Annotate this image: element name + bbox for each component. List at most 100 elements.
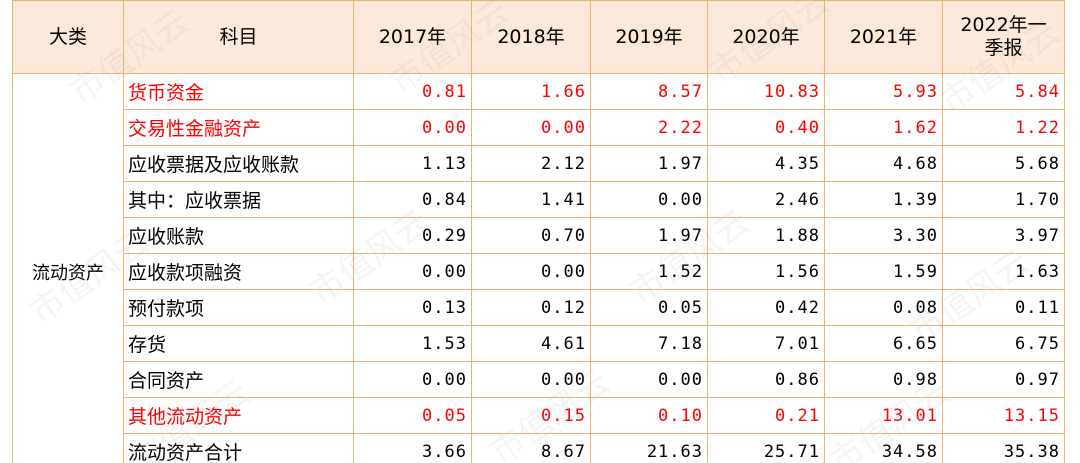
value-cell: 3.97: [942, 217, 1065, 254]
value-cell: 5.93: [824, 73, 943, 110]
value-cell: 1.97: [590, 217, 708, 254]
row-subject: 其中：应收票据: [123, 181, 354, 218]
value-cell: 0.86: [707, 361, 825, 398]
value-cell: 4.61: [471, 325, 591, 362]
value-cell: 1.52: [590, 253, 708, 290]
value-cell: 0.10: [590, 397, 708, 434]
value-cell: 2.22: [590, 109, 708, 146]
value-cell: 1.88: [707, 217, 825, 254]
header-year-2022q1: 2022年一季报: [942, 0, 1065, 74]
header-year-2020: 2020年: [707, 0, 825, 74]
value-cell: 0.81: [353, 73, 472, 110]
value-cell: 0.00: [353, 253, 472, 290]
value-cell: 0.00: [471, 361, 591, 398]
value-cell: 3.66: [353, 433, 472, 463]
header-category: 大类: [12, 0, 124, 74]
table-row: 存货 1.53 4.61 7.18 7.01 6.65 6.75: [13, 325, 1065, 362]
value-cell: 2.46: [707, 181, 825, 218]
value-cell: 5.84: [942, 73, 1065, 110]
value-cell: 13.01: [824, 397, 943, 434]
value-cell: 0.15: [471, 397, 591, 434]
value-cell: 10.83: [707, 73, 825, 110]
table-row: 流动资产 货币资金 0.81 1.66 8.57 10.83 5.93 5.84: [12, 73, 1065, 463]
value-cell: 0.98: [824, 361, 943, 398]
value-cell: 6.75: [942, 325, 1065, 362]
value-cell: 34.58: [824, 433, 943, 463]
value-cell: 1.53: [353, 325, 472, 362]
row-subject: 预付款项: [123, 289, 354, 326]
value-cell: 1.22: [942, 109, 1065, 146]
table-row: 应收账款 0.29 0.70 1.97 1.88 3.30 3.97: [13, 217, 1065, 254]
value-cell: 0.12: [471, 289, 591, 326]
value-cell: 1.62: [824, 109, 943, 146]
value-cell: 4.68: [824, 145, 943, 182]
header-year-2017: 2017年: [353, 0, 472, 74]
value-cell: 0.13: [353, 289, 472, 326]
table-row: 流动资产合计 3.66 8.67 21.63 25.71 34.58 35.38: [13, 433, 1065, 463]
value-cell: 0.00: [590, 361, 708, 398]
value-cell: 0.29: [353, 217, 472, 254]
header-subject: 科目: [123, 0, 354, 74]
value-cell: 1.70: [942, 181, 1065, 218]
row-subject: 合同资产: [123, 361, 354, 398]
value-cell: 1.56: [707, 253, 825, 290]
value-cell: 5.68: [942, 145, 1065, 182]
value-cell: 1.39: [824, 181, 943, 218]
table-row: 交易性金融资产 0.00 0.00 2.22 0.40 1.62 1.22: [13, 109, 1065, 146]
row-subject: 应收账款: [123, 217, 354, 254]
value-cell: 0.00: [471, 253, 591, 290]
header-year-2018: 2018年: [471, 0, 591, 74]
current-assets-table: 大类 科目 2017年 2018年 2019年 2020年 2021年 2022…: [12, 0, 1065, 463]
row-subject: 应收票据及应收账款: [123, 145, 354, 182]
value-cell: 0.08: [824, 289, 943, 326]
row-subject: 其他流动资产: [123, 397, 354, 434]
category-cell: 流动资产: [12, 73, 124, 463]
value-cell: 1.59: [824, 253, 943, 290]
value-cell: 0.42: [707, 289, 825, 326]
table-row: 应收票据及应收账款 1.13 2.12 1.97 4.35 4.68 5.68: [13, 145, 1065, 182]
value-cell: 21.63: [590, 433, 708, 463]
value-cell: 1.66: [471, 73, 591, 110]
table-row: 预付款项 0.13 0.12 0.05 0.42 0.08 0.11: [13, 289, 1065, 326]
value-cell: 0.11: [942, 289, 1065, 326]
value-cell: 0.21: [707, 397, 825, 434]
value-cell: 3.30: [824, 217, 943, 254]
value-cell: 0.00: [471, 109, 591, 146]
value-cell: 0.70: [471, 217, 591, 254]
header-year-2019: 2019年: [590, 0, 708, 74]
value-cell: 0.00: [353, 361, 472, 398]
header-year-2022q1-text: 2022年一季报: [960, 14, 1047, 59]
row-subject: 存货: [123, 325, 354, 362]
table-row: 应收款项融资 0.00 0.00 1.52 1.56 1.59 1.63: [13, 253, 1065, 290]
value-cell: 13.15: [942, 397, 1065, 434]
value-cell: 4.35: [707, 145, 825, 182]
header-year-2021: 2021年: [824, 0, 943, 74]
value-cell: 1.13: [353, 145, 472, 182]
value-cell: 0.84: [353, 181, 472, 218]
value-cell: 7.01: [707, 325, 825, 362]
value-cell: 25.71: [707, 433, 825, 463]
table-row: 合同资产 0.00 0.00 0.00 0.86 0.98 0.97: [13, 361, 1065, 398]
row-subject: 应收款项融资: [123, 253, 354, 290]
table-header-row: 大类 科目 2017年 2018年 2019年 2020年 2021年 2022…: [12, 0, 1065, 74]
value-cell: 6.65: [824, 325, 943, 362]
value-cell: 0.05: [353, 397, 472, 434]
value-cell: 1.41: [471, 181, 591, 218]
value-cell: 35.38: [942, 433, 1065, 463]
value-cell: 0.00: [353, 109, 472, 146]
value-cell: 0.40: [707, 109, 825, 146]
table-row: 其中：应收票据 0.84 1.41 0.00 2.46 1.39 1.70: [13, 181, 1065, 218]
value-cell: 0.97: [942, 361, 1065, 398]
row-subject: 流动资产合计: [123, 433, 354, 463]
value-cell: 0.00: [590, 181, 708, 218]
value-cell: 0.05: [590, 289, 708, 326]
value-cell: 8.67: [471, 433, 591, 463]
row-subject: 货币资金: [123, 73, 354, 110]
row-subject: 交易性金融资产: [123, 109, 354, 146]
value-cell: 1.63: [942, 253, 1065, 290]
value-cell: 2.12: [471, 145, 591, 182]
value-cell: 8.57: [590, 73, 708, 110]
table-row: 其他流动资产 0.05 0.15 0.10 0.21 13.01 13.15: [13, 397, 1065, 434]
value-cell: 7.18: [590, 325, 708, 362]
